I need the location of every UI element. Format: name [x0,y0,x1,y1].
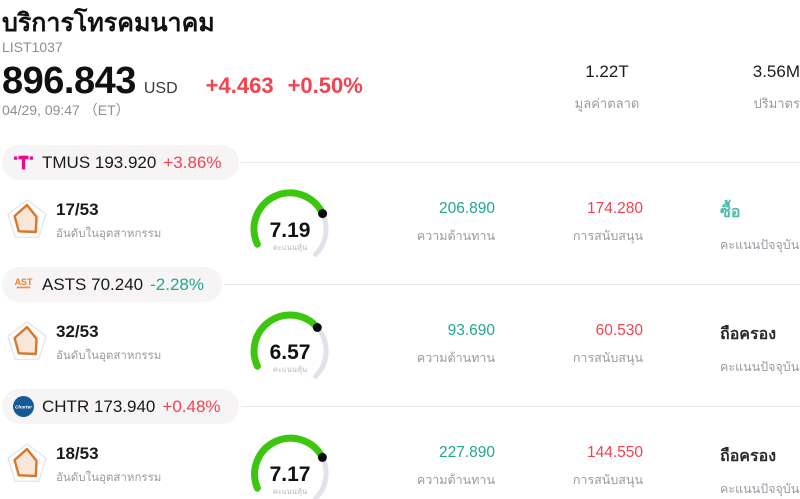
svg-text:AST: AST [15,277,33,287]
stock-change-percent: -2.28% [150,274,204,294]
score-value: 7.19 [270,219,311,242]
signal-column: ถือครอง คะแนนปัจจุบัน [720,441,800,499]
radar-chart-icon [7,197,47,243]
resistance-column: 93.690 ความต้านทาน [375,319,495,368]
page-title: บริการโทรคมนาคม [2,9,215,37]
gauge-needle-dot [318,209,328,219]
signal-label: คะแนนปัจจุบัน [720,360,800,374]
stock-row-chtr[interactable]: Charter CHTR 173.940 +0.48% 18/53 อันดับ… [0,389,800,499]
index-change-value: +4.463 [205,73,274,98]
industry-rank-value: 17/53 [56,200,99,219]
radar-chart-icon [7,441,47,487]
signal-value: ถือครอง [720,448,777,465]
support-label: การสนับสนุน [572,473,643,487]
support-column: 144.550 การสนับสนุน [523,441,643,490]
market-cap-label: มูลค่าตลาด [574,96,640,111]
stock-change-percent: +3.86% [163,152,222,172]
signal-column: ซื้อ คะแนนปัจจุบัน [720,197,800,255]
row-divider [241,406,800,407]
stat-volume: 3.56M ปริมาตร [690,62,800,114]
market-cap-value: 1.22T [585,62,629,81]
stock-symbol-price: TMUS 193.920 [42,152,157,172]
stock-logo-icon [13,152,34,173]
industry-rank-value: 32/53 [56,322,99,341]
stock-chip[interactable]: AST ASTS 70.240 -2.28% [2,267,222,302]
volume-label: ปริมาตร [753,96,800,111]
resistance-label: ความต้านทาน [416,229,495,243]
resistance-value: 206.890 [438,200,495,217]
stock-logo-icon: Charter [13,396,34,417]
signal-label: คะแนนปัจจุบัน [720,238,800,252]
svg-text:Charter: Charter [15,405,33,411]
resistance-value: 227.890 [438,444,495,461]
stock-row-tmus[interactable]: TMUS 193.920 +3.86% 17/53 อันดับในอุตสาห… [0,145,800,267]
radar-chart-icon [7,319,47,365]
stock-chip[interactable]: TMUS 193.920 +3.86% [2,145,240,180]
signal-value: ถือครอง [720,326,777,343]
index-price: 896.843 [2,60,136,102]
signal-value: ซื้อ [720,204,741,221]
support-label: การสนับสนุน [572,351,643,365]
support-value: 174.280 [586,200,643,217]
index-change: +4.463 +0.50% [206,73,363,99]
stock-score-gauge: 7.17 คะแนนหุ้น [245,431,335,499]
industry-rank-label: อันดับในอุตสาหกรรม [56,228,162,240]
stat-market-cap: 1.22T มูลค่าตลาด [547,62,667,114]
support-column: 60.530 การสนับสนุน [523,319,643,368]
industry-rank-value: 18/53 [56,444,99,463]
industry-rank-label: อันดับในอุตสาหกรรม [56,350,162,362]
index-change-percent: +0.50% [287,73,363,98]
row-divider [224,284,800,285]
industry-rank-block: 18/53 อันดับในอุตสาหกรรม [7,441,161,487]
gauge-needle-dot [317,452,327,462]
score-value: 7.17 [270,463,311,486]
quote-timestamp: 04/29, 09:47 （ET） [2,102,130,118]
row-divider [241,162,800,163]
stock-change-percent: +0.48% [162,396,221,416]
support-value: 60.530 [595,322,643,339]
score-gauge-label: คะแนนหุ้น [273,243,307,252]
stock-symbol-price: ASTS 70.240 [42,274,144,294]
stock-logo-icon: AST [13,274,34,295]
support-value: 144.550 [586,444,643,461]
stock-score-gauge: 6.57 คะแนนหุ้น [245,309,335,389]
score-gauge-label: คะแนนหุ้น [273,365,307,374]
industry-rank-block: 17/53 อันดับในอุตสาหกรรม [7,197,161,243]
stock-chip[interactable]: Charter CHTR 173.940 +0.48% [2,389,239,424]
industry-rank-block: 32/53 อันดับในอุตสาหกรรม [7,319,161,365]
index-price-line: 896.843 USD +4.463 +0.50% [2,60,363,103]
volume-value: 3.56M [752,62,800,81]
industry-rank-label: อันดับในอุตสาหกรรม [56,472,162,484]
stock-row-asts[interactable]: AST ASTS 70.240 -2.28% 32/53 อันดับในอุต… [0,267,800,389]
resistance-column: 206.890 ความต้านทาน [375,197,495,246]
resistance-label: ความต้านทาน [416,473,495,487]
resistance-label: ความต้านทาน [416,351,495,365]
stock-symbol-price: CHTR 173.940 [42,396,156,416]
resistance-column: 227.890 ความต้านทาน [375,441,495,490]
currency-label: USD [143,80,178,97]
score-value: 6.57 [270,341,311,364]
score-gauge-label: คะแนนหุ้น [273,487,307,496]
list-id: LIST1037 [2,39,63,55]
support-label: การสนับสนุน [572,229,643,243]
gauge-needle-dot [312,323,322,332]
stock-score-gauge: 7.19 คะแนนหุ้น [245,187,335,267]
signal-label: คะแนนปัจจุบัน [720,482,800,496]
resistance-value: 93.690 [447,322,495,339]
signal-column: ถือครอง คะแนนปัจจุบัน [720,319,800,377]
support-column: 174.280 การสนับสนุน [523,197,643,246]
